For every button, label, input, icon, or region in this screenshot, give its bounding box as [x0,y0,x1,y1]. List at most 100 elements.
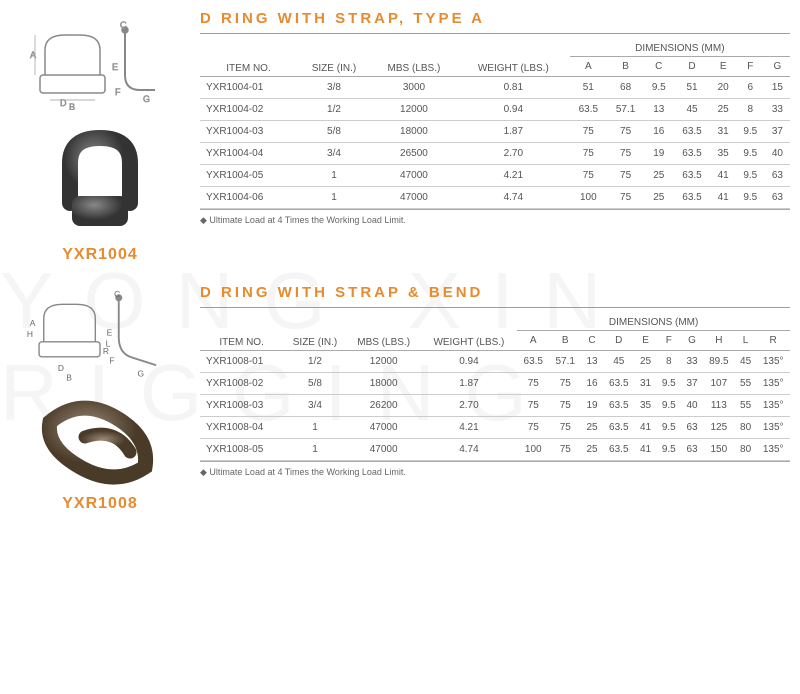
svg-text:B: B [66,372,72,382]
cell: 47000 [347,439,421,461]
cell: 8 [656,351,681,373]
cell: 12000 [347,351,421,373]
cell: 41 [635,439,657,461]
dim-col: F [656,331,681,351]
cell: 5/8 [297,121,371,143]
cell: 55 [735,395,757,417]
section-yxr1004: A C D E F G B [10,10,790,264]
dim-col: H [703,331,735,351]
cell: 75 [549,373,581,395]
table-row: YXR1004-021/2120000.9463.557.1134525833 [200,99,790,121]
cell: 57.1 [549,351,581,373]
cell: 75 [549,439,581,461]
spec-table: ITEM NO. SIZE (IN.) MBS (LBS.) WEIGHT (L… [200,312,790,461]
left-column: A H C D B E L F R G [10,284,190,513]
svg-text:A: A [30,317,36,327]
cell: 1 [297,187,371,209]
dim-col: G [765,57,790,77]
cell: 75 [607,187,644,209]
svg-text:F: F [115,87,121,97]
cell: 35 [635,395,657,417]
section-yxr1008: A H C D B E L F R G [10,284,790,513]
svg-text:D: D [60,98,67,108]
table-row: YXR1008-025/8180001.8775751663.5319.5371… [200,373,790,395]
cell: 113 [703,395,735,417]
cell: 40 [681,395,703,417]
table-row: YXR1004-013/830000.8151689.55120615 [200,77,790,99]
cell: 135° [756,373,790,395]
section-title: D RING WITH STRAP & BEND [200,284,790,308]
cell: 0.94 [457,99,570,121]
cell: 5/8 [283,373,346,395]
cell: 75 [607,165,644,187]
dim-col: E [711,57,736,77]
dim-col: A [570,57,607,77]
dim-col: B [549,331,581,351]
cell: 0.94 [421,351,518,373]
cell: 41 [711,187,736,209]
cell: 3000 [371,77,457,99]
cell: 13 [644,99,673,121]
cell: 9.5 [656,417,681,439]
cell: 9.5 [736,165,765,187]
col-weight: WEIGHT (LBS.) [421,312,518,351]
cell: 2.70 [457,143,570,165]
cell: 47000 [371,187,457,209]
cell: 19 [581,395,603,417]
svg-text:H: H [27,329,33,339]
table-row: YXR1008-051470004.74100752563.5419.56315… [200,439,790,461]
cell: YXR1008-01 [200,351,283,373]
cell: 51 [570,77,607,99]
cell: 15 [765,77,790,99]
cell: 9.5 [644,77,673,99]
product-label: YXR1008 [62,495,138,513]
cell: YXR1008-04 [200,417,283,439]
cell: 26500 [371,143,457,165]
cell: 63 [765,187,790,209]
cell: 63.5 [603,395,635,417]
cell: 63 [765,165,790,187]
svg-text:R: R [103,346,109,356]
cell: 9.5 [736,187,765,209]
col-weight: WEIGHT (LBS.) [457,38,570,77]
cell: 135° [756,395,790,417]
svg-text:B: B [69,102,75,110]
cell: 12000 [371,99,457,121]
cell: 3/8 [297,77,371,99]
cell: 75 [549,395,581,417]
cell: 63.5 [517,351,549,373]
cell: 6 [736,77,765,99]
cell: 35 [711,143,736,165]
cell: 25 [711,99,736,121]
cell: 75 [607,121,644,143]
cell: 26200 [347,395,421,417]
cell: 4.21 [421,417,518,439]
table-row: YXR1008-033/4262002.7075751963.5359.5401… [200,395,790,417]
cell: YXR1004-02 [200,99,297,121]
cell: 33 [765,99,790,121]
cell: 3/4 [283,395,346,417]
cell: 107 [703,373,735,395]
cell: 75 [570,143,607,165]
right-column: D RING WITH STRAP, TYPE A ITEM NO. SIZE … [200,10,790,264]
cell: 100 [570,187,607,209]
dim-col: R [756,331,790,351]
svg-text:E: E [107,327,113,337]
footnote: Ultimate Load at 4 Times the Working Loa… [200,209,790,231]
cell: 1/2 [283,351,346,373]
cell: 75 [549,417,581,439]
dim-col: F [736,57,765,77]
cell: 41 [711,165,736,187]
spec-table: ITEM NO. SIZE (IN.) MBS (LBS.) WEIGHT (L… [200,38,790,209]
cell: 16 [644,121,673,143]
cell: 4.74 [421,439,518,461]
col-dims: DIMENSIONS (MM) [570,38,790,57]
dim-col: D [603,331,635,351]
col-item: ITEM NO. [200,312,283,351]
cell: 63.5 [570,99,607,121]
col-mbs: MBS (LBS.) [347,312,421,351]
cell: 25 [644,187,673,209]
cell: 45 [603,351,635,373]
cell: 40 [765,143,790,165]
cell: 9.5 [736,143,765,165]
